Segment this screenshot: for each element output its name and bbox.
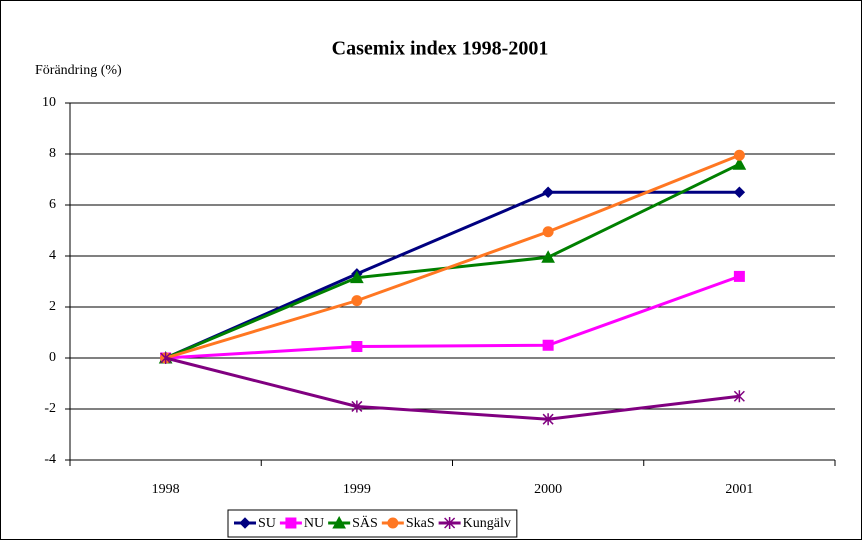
series-line [165, 274, 740, 360]
marker [350, 270, 364, 284]
y-tick-label: 2 [49, 299, 56, 314]
y-tick-label: 4 [49, 248, 56, 263]
marker [542, 339, 554, 351]
marker [542, 413, 554, 426]
chart-title: Casemix index 1998-2001 [332, 38, 549, 60]
marker [351, 295, 363, 307]
series-line [165, 153, 740, 360]
marker [542, 226, 554, 238]
marker [351, 341, 363, 353]
marker [733, 149, 745, 161]
marker [285, 517, 297, 529]
x-tick-label: 1998 [152, 482, 180, 497]
series-line [165, 356, 740, 421]
y-tick-label: -4 [44, 452, 56, 467]
y-tick-label: 6 [49, 197, 56, 212]
marker [732, 157, 747, 170]
legend-box [227, 509, 518, 538]
marker [332, 515, 346, 529]
marker [160, 352, 172, 364]
marker [351, 400, 363, 413]
y-tick-label: 0 [49, 350, 56, 365]
legend-label: SU [258, 516, 276, 531]
marker [733, 270, 745, 282]
marker [733, 390, 745, 403]
legend-label: Kungälv [463, 516, 511, 531]
legend-label: SkaS [406, 516, 435, 531]
y-tick-label: -2 [44, 401, 56, 416]
y-tick-label: 8 [49, 146, 56, 161]
x-tick-label: 2000 [534, 482, 562, 497]
marker [387, 517, 399, 529]
y-tick-label: 10 [42, 95, 56, 110]
marker [239, 517, 251, 529]
y-axis-label: Förändring (%) [35, 63, 122, 78]
x-tick-label: 2001 [725, 482, 753, 497]
marker [542, 186, 554, 198]
marker [733, 186, 746, 198]
legend-label: SÄS [352, 514, 378, 531]
marker [541, 250, 555, 263]
marker [444, 517, 456, 529]
x-tick-label: 1999 [343, 482, 371, 497]
legend-label: NU [304, 516, 324, 531]
